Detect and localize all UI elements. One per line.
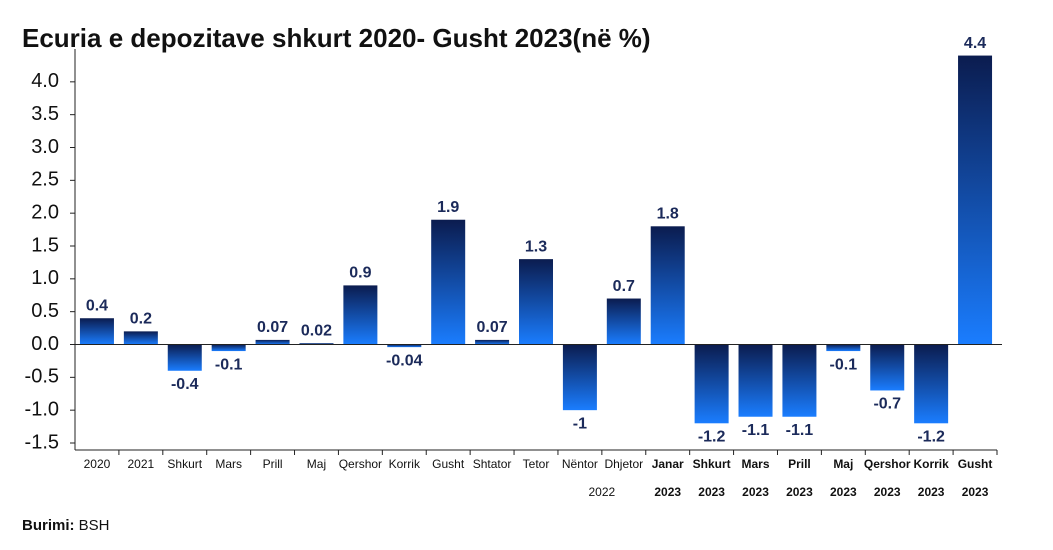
y-tick-label: 2.0 bbox=[31, 201, 59, 223]
x-tick-label: Nëntor bbox=[562, 457, 598, 471]
x-tick-label: Mars bbox=[215, 457, 242, 471]
x-tick-label: Korrik bbox=[913, 457, 949, 471]
value-label: 0.07 bbox=[257, 319, 288, 336]
bar bbox=[79, 318, 114, 345]
value-label: 0.2 bbox=[130, 311, 152, 328]
y-tick-label: 2.5 bbox=[31, 169, 59, 191]
x-tick-label: Qershor bbox=[864, 457, 911, 471]
bar bbox=[475, 339, 510, 345]
bar bbox=[958, 55, 993, 345]
bar bbox=[343, 285, 378, 345]
bar bbox=[299, 343, 334, 345]
value-label: -1.2 bbox=[917, 429, 945, 446]
source: Burimi: BSH bbox=[22, 517, 110, 534]
bar bbox=[519, 259, 553, 345]
y-tick-label: 0.5 bbox=[31, 300, 59, 322]
bar bbox=[167, 344, 202, 371]
x-sublabel: 2023 bbox=[654, 485, 681, 499]
value-label: -0.1 bbox=[830, 356, 858, 373]
x-tick-label: 2021 bbox=[128, 457, 155, 471]
value-label: -0.04 bbox=[386, 352, 423, 369]
value-label: 0.07 bbox=[477, 319, 508, 336]
x-tick-label: Maj bbox=[307, 457, 326, 471]
x-tick-label: Tetor bbox=[523, 457, 550, 471]
y-tick-label: -0.5 bbox=[25, 366, 59, 388]
x-sublabel: 2022 bbox=[589, 485, 616, 499]
x-tick-label: Gusht bbox=[432, 457, 465, 471]
value-label: -0.1 bbox=[215, 356, 243, 373]
bar bbox=[562, 344, 597, 411]
source-text: BSH bbox=[79, 517, 110, 534]
y-tick-label: -1.0 bbox=[25, 398, 59, 420]
bar bbox=[255, 339, 290, 345]
bar bbox=[914, 344, 949, 424]
x-sublabel: 2023 bbox=[874, 485, 901, 499]
x-tick-label: Dhjetor bbox=[604, 457, 643, 471]
value-label: -1.2 bbox=[698, 429, 726, 446]
bar bbox=[650, 226, 685, 345]
x-tick-label: Korrik bbox=[389, 457, 421, 471]
bar bbox=[387, 344, 422, 348]
x-tick-label: Prill bbox=[263, 457, 283, 471]
x-tick-label: Qershor bbox=[339, 457, 382, 471]
x-tick-label: Prill bbox=[788, 457, 811, 471]
value-label: 1.9 bbox=[437, 199, 459, 216]
x-tick-label: Shtator bbox=[473, 457, 512, 471]
value-label: 0.9 bbox=[349, 265, 371, 282]
bar bbox=[870, 344, 905, 391]
bar bbox=[826, 344, 861, 352]
value-label: 1.8 bbox=[657, 206, 679, 223]
y-tick-label: 1.5 bbox=[31, 234, 59, 256]
x-tick-label: Maj bbox=[833, 457, 853, 471]
value-label: 0.02 bbox=[301, 322, 332, 339]
value-label: -1 bbox=[573, 415, 587, 432]
x-sublabel: 2023 bbox=[918, 485, 945, 499]
bar bbox=[606, 298, 641, 345]
x-tick-label: Mars bbox=[742, 457, 770, 471]
value-label: 1.3 bbox=[525, 238, 547, 255]
x-tick-label: Shkurt bbox=[693, 457, 731, 471]
y-tick-label: 0.0 bbox=[31, 333, 59, 355]
y-tick-label: 3.0 bbox=[31, 136, 59, 158]
bar bbox=[738, 344, 773, 417]
bar bbox=[431, 219, 466, 345]
y-tick-label: 4.0 bbox=[31, 70, 59, 92]
bar bbox=[694, 344, 729, 424]
x-sublabel: 2023 bbox=[962, 485, 989, 499]
y-tick-label: -1.5 bbox=[25, 431, 59, 453]
x-sublabel: 2023 bbox=[742, 485, 769, 499]
bar bbox=[123, 331, 158, 345]
y-tick-label: 1.0 bbox=[31, 267, 59, 289]
value-label: 4.4 bbox=[964, 35, 986, 52]
x-sublabel: 2023 bbox=[698, 485, 725, 499]
value-label: -0.7 bbox=[873, 396, 901, 413]
value-label: -1.1 bbox=[742, 422, 770, 439]
chart-title: Ecuria e depozitave shkurt 2020- Gusht 2… bbox=[22, 23, 651, 53]
value-label: 0.7 bbox=[613, 278, 635, 295]
x-tick-label: Gusht bbox=[958, 457, 993, 471]
x-sublabel: 2023 bbox=[830, 485, 857, 499]
value-label: -1.1 bbox=[786, 422, 814, 439]
y-tick-label: 3.5 bbox=[31, 103, 59, 125]
value-label: -0.4 bbox=[171, 376, 199, 393]
bar bbox=[782, 344, 817, 417]
bar bbox=[211, 344, 246, 352]
x-sublabel: 2023 bbox=[786, 485, 813, 499]
source-label: Burimi: bbox=[22, 517, 75, 534]
value-label: 0.4 bbox=[86, 297, 108, 314]
x-tick-label: 2020 bbox=[84, 457, 111, 471]
x-tick-label: Shkurt bbox=[167, 457, 202, 471]
x-tick-label: Janar bbox=[652, 457, 684, 471]
